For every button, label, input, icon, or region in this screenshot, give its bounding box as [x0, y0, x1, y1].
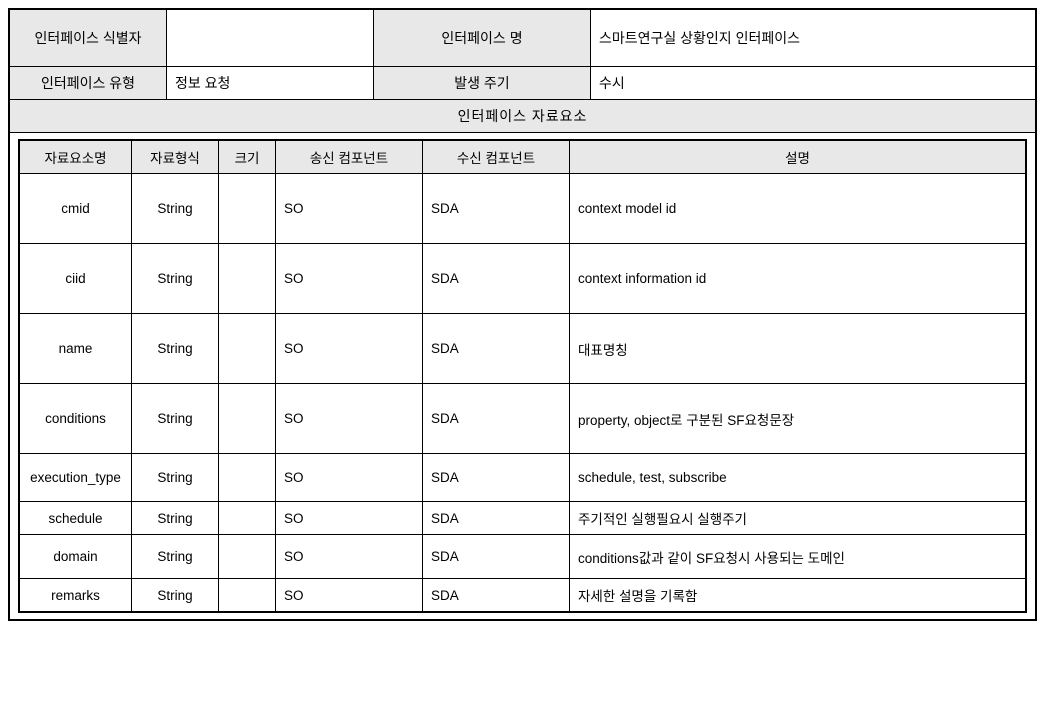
cell-send-component: SO — [276, 502, 423, 535]
cell-recv-component: SDA — [423, 174, 570, 244]
cell-description: 대표명칭 — [570, 314, 1027, 384]
cell-size — [219, 314, 276, 384]
cell-description: schedule, test, subscribe — [570, 454, 1027, 502]
cell-type: String — [132, 384, 219, 454]
cell-recv-component: SDA — [423, 454, 570, 502]
cell-size — [219, 454, 276, 502]
table-row: ciidString SOSDAcontext information id — [19, 244, 1026, 314]
label-interface-type: 인터페이스 유형 — [9, 67, 167, 100]
label-interface-id: 인터페이스 식별자 — [9, 9, 167, 67]
table-row: remarksString SOSDA자세한 설명을 기록함 — [19, 579, 1026, 613]
table-row: domainString SOSDAconditions값과 같이 SF요청시 사… — [19, 535, 1026, 579]
section-title-data-elements: 인터페이스 자료요소 — [9, 100, 1036, 133]
table-row: cmidString SOSDAcontext model id — [19, 174, 1026, 244]
value-interface-id — [167, 9, 374, 67]
cell-description: 주기적인 실행필요시 실행주기 — [570, 502, 1027, 535]
col-header-desc: 설명 — [570, 140, 1027, 174]
cell-description: property, object로 구분된 SF요청문장 — [570, 384, 1027, 454]
value-interface-type: 정보 요청 — [167, 67, 374, 100]
col-header-name: 자료요소명 — [19, 140, 132, 174]
cell-element-name: schedule — [19, 502, 132, 535]
cell-element-name: domain — [19, 535, 132, 579]
col-header-send: 송신 컴포넌트 — [276, 140, 423, 174]
cell-recv-component: SDA — [423, 314, 570, 384]
cell-type: String — [132, 502, 219, 535]
cell-type: String — [132, 454, 219, 502]
cell-send-component: SO — [276, 454, 423, 502]
inner-table-wrap: 자료요소명 자료형식 크기 송신 컴포넌트 수신 컴포넌트 설명 cmidStr… — [9, 133, 1036, 621]
cell-type: String — [132, 314, 219, 384]
cell-description: 자세한 설명을 기록함 — [570, 579, 1027, 613]
value-cycle: 수시 — [591, 67, 1037, 100]
table-row: nameString SOSDA대표명칭 — [19, 314, 1026, 384]
cell-size — [219, 535, 276, 579]
cell-description: context information id — [570, 244, 1027, 314]
interface-spec-table: 인터페이스 식별자 인터페이스 명 스마트연구실 상황인지 인터페이스 인터페이… — [8, 8, 1037, 621]
table-row: conditionsString SOSDAproperty, object로 구… — [19, 384, 1026, 454]
table-row: execution_typeString SOSDAschedule, test,… — [19, 454, 1026, 502]
data-elements-table: 자료요소명 자료형식 크기 송신 컴포넌트 수신 컴포넌트 설명 cmidStr… — [18, 139, 1027, 613]
cell-type: String — [132, 174, 219, 244]
cell-size — [219, 502, 276, 535]
cell-element-name: remarks — [19, 579, 132, 613]
value-interface-name: 스마트연구실 상황인지 인터페이스 — [591, 9, 1037, 67]
cell-send-component: SO — [276, 579, 423, 613]
cell-size — [219, 579, 276, 613]
column-header-row: 자료요소명 자료형식 크기 송신 컴포넌트 수신 컴포넌트 설명 — [19, 140, 1026, 174]
cell-send-component: SO — [276, 174, 423, 244]
table-row: scheduleString SOSDA주기적인 실행필요시 실행주기 — [19, 502, 1026, 535]
cell-description: context model id — [570, 174, 1027, 244]
label-interface-name: 인터페이스 명 — [374, 9, 591, 67]
cell-description: conditions값과 같이 SF요청시 사용되는 도메인 — [570, 535, 1027, 579]
cell-recv-component: SDA — [423, 535, 570, 579]
cell-recv-component: SDA — [423, 579, 570, 613]
cell-element-name: ciid — [19, 244, 132, 314]
cell-recv-component: SDA — [423, 502, 570, 535]
cell-element-name: cmid — [19, 174, 132, 244]
cell-recv-component: SDA — [423, 384, 570, 454]
cell-send-component: SO — [276, 244, 423, 314]
col-header-size: 크기 — [219, 140, 276, 174]
cell-element-name: conditions — [19, 384, 132, 454]
col-header-type: 자료형식 — [132, 140, 219, 174]
col-header-recv: 수신 컴포넌트 — [423, 140, 570, 174]
label-cycle: 발생 주기 — [374, 67, 591, 100]
cell-send-component: SO — [276, 314, 423, 384]
cell-type: String — [132, 535, 219, 579]
cell-element-name: execution_type — [19, 454, 132, 502]
cell-size — [219, 174, 276, 244]
cell-element-name: name — [19, 314, 132, 384]
cell-type: String — [132, 244, 219, 314]
cell-size — [219, 384, 276, 454]
cell-size — [219, 244, 276, 314]
cell-send-component: SO — [276, 384, 423, 454]
cell-type: String — [132, 579, 219, 613]
cell-recv-component: SDA — [423, 244, 570, 314]
cell-send-component: SO — [276, 535, 423, 579]
